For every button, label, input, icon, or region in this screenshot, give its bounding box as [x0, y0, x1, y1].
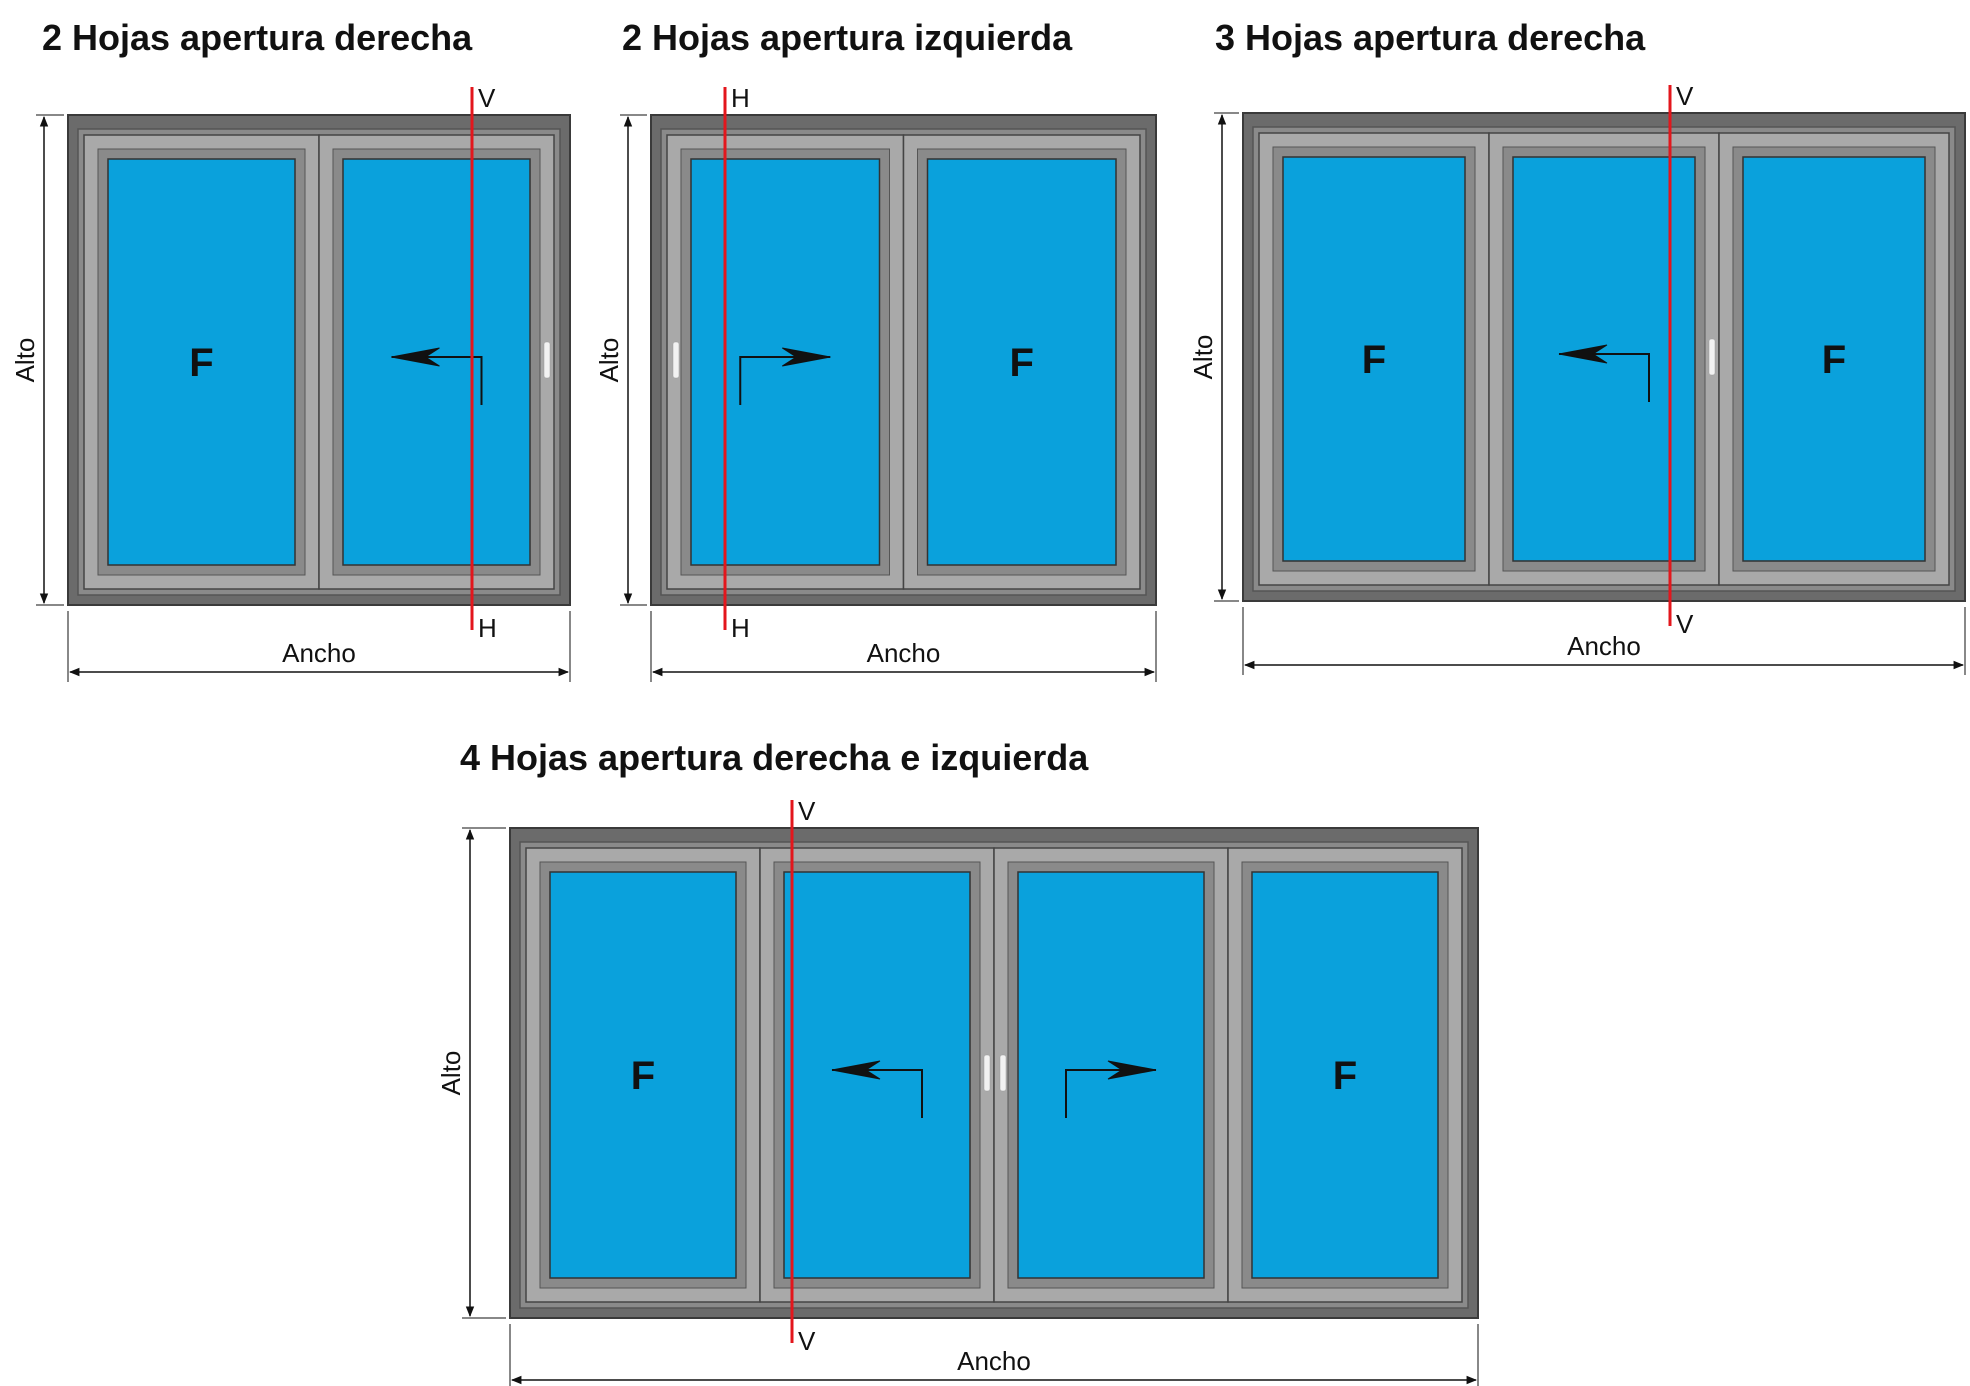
cut-top-label: V	[798, 796, 816, 826]
handle-icon	[999, 1054, 1007, 1092]
diagram-title-two-leaf-left: 2 Hojas apertura izquierda	[622, 17, 1073, 58]
cut-top-label: V	[1676, 81, 1694, 111]
leaf-2	[318, 134, 555, 590]
height-label: Alto	[436, 1051, 466, 1096]
leaf-3	[993, 847, 1229, 1303]
leaf-4: F	[1227, 847, 1463, 1303]
fixed-leaf-label: F	[1362, 338, 1386, 382]
glass-pane	[1512, 156, 1696, 562]
leaf-2: F	[902, 134, 1141, 590]
cut-top-label: H	[731, 83, 750, 113]
cut-bottom-label: V	[798, 1326, 816, 1356]
glass-pane	[1282, 156, 1466, 562]
fixed-leaf-label: F	[189, 341, 213, 385]
window-diagram-two-leaf-right: F V H Ancho Alto	[10, 83, 571, 682]
width-label: Ancho	[867, 638, 941, 668]
cut-top-label: V	[478, 83, 496, 113]
leaf-1: F	[83, 134, 320, 590]
fixed-leaf-label: F	[1010, 341, 1034, 385]
arrow-left-icon	[391, 347, 440, 367]
height-label: Alto	[594, 338, 624, 383]
arrow-left-icon	[1558, 344, 1608, 364]
glass-pane	[926, 158, 1117, 566]
height-label: Alto	[10, 338, 40, 383]
window-diagram-two-leaf-left: F H H Ancho Alto	[594, 83, 1157, 682]
leaf-1	[666, 134, 905, 590]
glass-pane	[1251, 871, 1439, 1279]
window-diagram-four-leaf: F F V V Ancho Alto	[436, 796, 1479, 1386]
glass-pane	[690, 158, 881, 566]
leaf-2	[1488, 132, 1720, 586]
cut-bottom-label: V	[1676, 609, 1694, 639]
handle-icon	[1708, 338, 1716, 376]
leaf-1: F	[1258, 132, 1490, 586]
fixed-leaf-label: F	[1333, 1054, 1357, 1098]
width-label: Ancho	[957, 1346, 1031, 1376]
handle-icon	[543, 341, 551, 379]
arrow-right-icon	[781, 347, 831, 367]
cut-bottom-label: H	[731, 613, 750, 643]
width-label: Ancho	[1567, 631, 1641, 661]
handle-icon	[983, 1054, 991, 1092]
width-label: Ancho	[282, 638, 356, 668]
arrow-left-icon	[831, 1060, 881, 1080]
diagram-title-three-leaf-right: 3 Hojas apertura derecha	[1215, 17, 1646, 58]
fixed-leaf-label: F	[631, 1054, 655, 1098]
cut-bottom-label: H	[478, 613, 497, 643]
diagram-title-two-leaf-right: 2 Hojas apertura derecha	[42, 17, 473, 58]
height-label: Alto	[1188, 335, 1218, 380]
handle-icon	[672, 341, 680, 379]
leaf-1: F	[525, 847, 761, 1303]
glass-pane	[342, 158, 531, 566]
glass-pane	[1742, 156, 1926, 562]
window-diagram-three-leaf-right: F F V V Ancho Alto	[1188, 81, 1966, 675]
arrow-right-icon	[1107, 1060, 1157, 1080]
leaf-3: F	[1718, 132, 1950, 586]
leaf-2	[759, 847, 995, 1303]
glass-pane	[549, 871, 737, 1279]
fixed-leaf-label: F	[1822, 338, 1846, 382]
diagram-title-four-leaf: 4 Hojas apertura derecha e izquierda	[460, 737, 1089, 778]
glass-pane	[1017, 871, 1205, 1279]
glass-pane	[107, 158, 296, 566]
glass-pane	[783, 871, 971, 1279]
